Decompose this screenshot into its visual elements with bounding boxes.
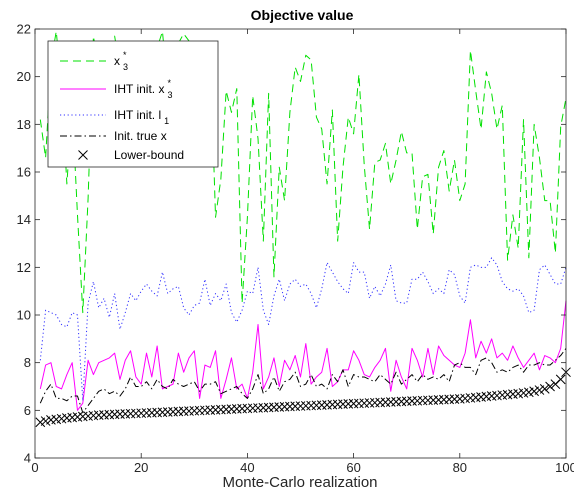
y-tick-label: 22 — [17, 22, 31, 37]
x-tick-label: 40 — [240, 460, 254, 475]
x-tick-label: 100 — [555, 460, 574, 475]
series-line — [39, 30, 567, 314]
y-tick-label: 18 — [17, 117, 31, 132]
lower-bound-point — [555, 374, 566, 385]
legend-label: IHT init. x 3 * — [114, 78, 172, 100]
legend-label-sup: * — [123, 50, 127, 60]
x-ticks: 0 20 40 60 80 100 — [31, 29, 574, 475]
legend-label-main: IHT init. l — [114, 108, 161, 122]
x-tick-label: 0 — [31, 460, 38, 475]
legend-item-x3: x 3 * — [60, 50, 128, 72]
series-layer — [35, 30, 571, 428]
series-line — [39, 257, 567, 402]
legend-item-iht-init-x3: IHT init. x 3 * — [60, 78, 172, 100]
legend-label: Init. true x — [114, 129, 167, 143]
legend-label-sub: 1 — [164, 116, 169, 126]
axes-box — [34, 28, 567, 459]
legend-label-sub: 3 — [123, 62, 128, 72]
x-tick-label: 80 — [453, 460, 467, 475]
legend-item-lower-bound: Lower-bound — [78, 148, 184, 162]
x-tick-label: 60 — [346, 460, 360, 475]
legend-marker — [78, 150, 88, 160]
series-line — [39, 348, 567, 414]
legend-label-sub: 3 — [167, 90, 172, 100]
series-lower-bound — [35, 367, 571, 428]
y-tick-label: 8 — [24, 355, 31, 370]
legend-label: Lower-bound — [114, 148, 184, 162]
legend-item-init-true-x: Init. true x — [60, 129, 167, 143]
y-tick-label: 14 — [17, 212, 31, 227]
series-init-true-x — [39, 348, 567, 414]
legend-label-sup: * — [167, 78, 171, 88]
x-axis-label: Monte-Carlo realization — [222, 474, 377, 491]
series-line — [39, 300, 567, 411]
series-iht-init-l1 — [39, 257, 567, 402]
lower-bound-point — [539, 384, 550, 394]
series-x3 — [39, 30, 567, 314]
y-tick-label: 16 — [17, 165, 31, 180]
x-tick-label: 20 — [134, 460, 148, 475]
y-tick-label: 10 — [17, 308, 31, 323]
y-tick-label: 6 — [24, 403, 31, 418]
legend-label-main: IHT init. x — [114, 82, 164, 96]
y-ticks: 4 6 8 10 12 14 16 18 20 22 — [17, 22, 566, 466]
y-tick-label: 4 — [24, 451, 31, 466]
legend-label-main: Init. true x — [114, 129, 167, 143]
legend-label: x 3 * — [114, 50, 128, 72]
y-tick-label: 20 — [17, 69, 31, 84]
legend-label-main: Lower-bound — [114, 148, 184, 162]
y-tick-label: 12 — [17, 260, 31, 275]
legend-box — [47, 40, 219, 168]
lower-bound-point — [545, 381, 555, 392]
legend-label-main: x — [114, 54, 120, 68]
chart-title: Objective value — [251, 7, 354, 23]
series-iht-init-x3 — [39, 300, 567, 411]
